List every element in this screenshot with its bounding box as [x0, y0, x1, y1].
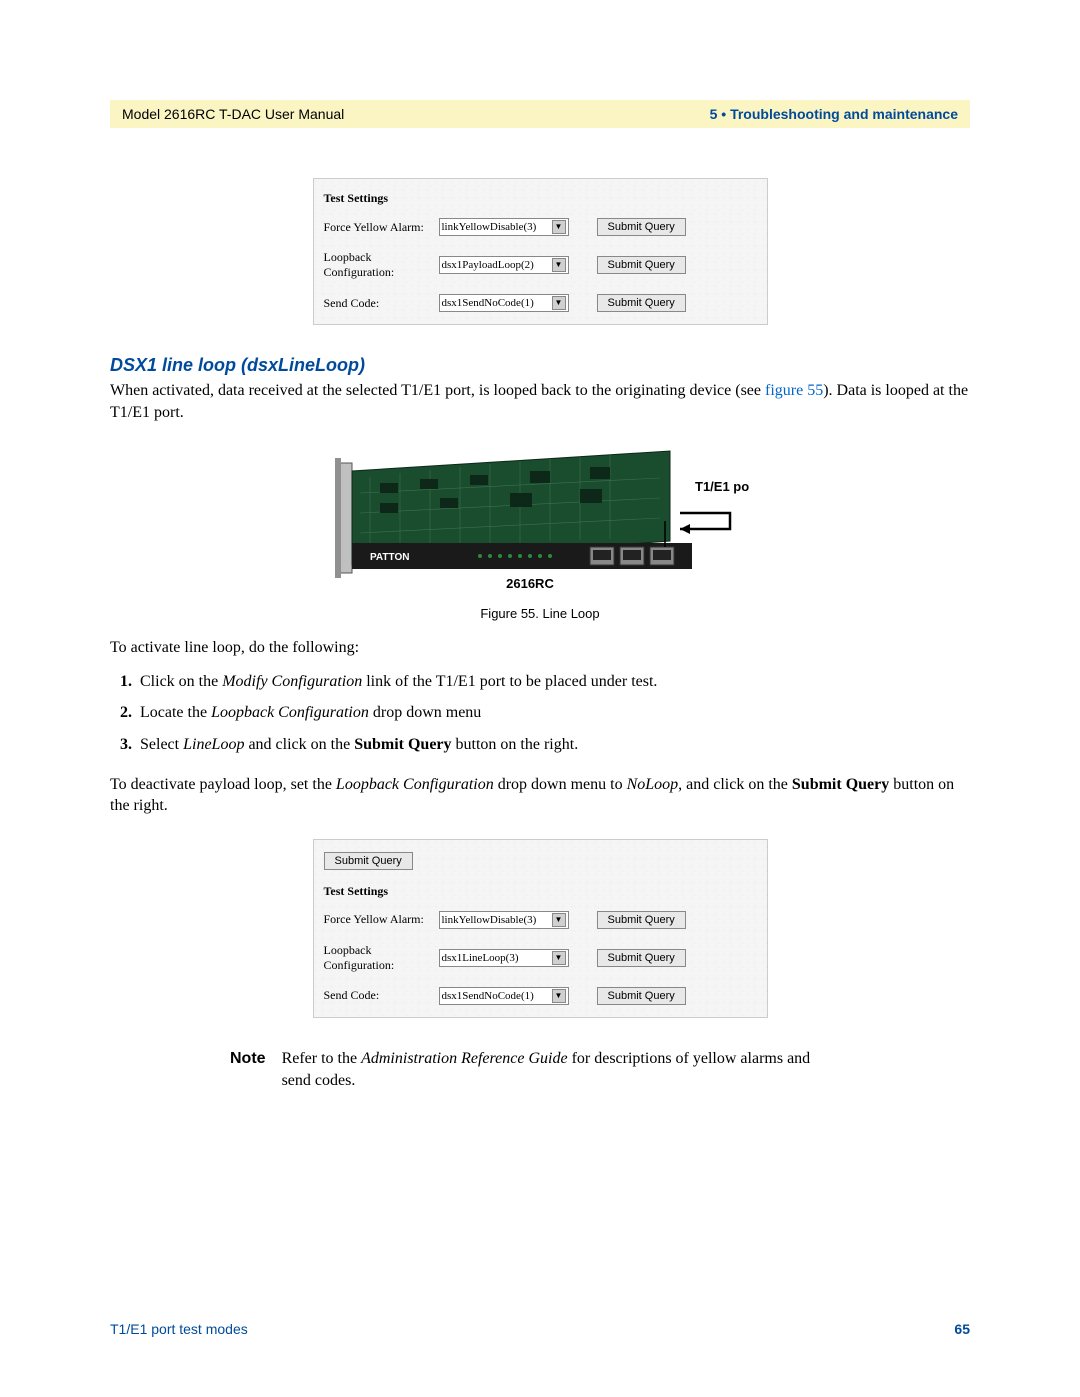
note-block: Note Refer to the Administration Referen… — [230, 1048, 970, 1093]
test-settings-panel-2: Submit Query Test Settings Force Yellow … — [313, 839, 768, 1018]
intro-paragraph: When activated, data received at the sel… — [110, 380, 970, 423]
submit-query-button[interactable]: Submit Query — [597, 949, 686, 967]
chevron-down-icon: ▼ — [552, 296, 566, 310]
activate-intro: To activate line loop, do the following: — [110, 637, 970, 659]
submit-query-button[interactable]: Submit Query — [324, 852, 413, 870]
row-label: Force Yellow Alarm: — [324, 912, 439, 927]
submit-query-button[interactable]: Submit Query — [597, 987, 686, 1005]
footer-right: 65 — [954, 1321, 970, 1337]
submit-query-button[interactable]: Submit Query — [597, 218, 686, 236]
panel1-row-0: Force Yellow Alarm: linkYellowDisable(3)… — [324, 218, 757, 236]
submit-query-button[interactable]: Submit Query — [597, 911, 686, 929]
row-label: Force Yellow Alarm: — [324, 220, 439, 235]
step-1: Click on the Modify Configuration link o… — [136, 669, 970, 695]
step-2: Locate the Loopback Configuration drop d… — [136, 700, 970, 726]
send-code-select[interactable]: dsx1SendNoCode(1) ▼ — [439, 987, 569, 1005]
chevron-down-icon: ▼ — [552, 989, 566, 1003]
svg-text:PATTON: PATTON — [370, 552, 409, 563]
header-right: 5 • Troubleshooting and maintenance — [710, 106, 958, 122]
force-yellow-alarm-select[interactable]: linkYellowDisable(3) ▼ — [439, 218, 569, 236]
panel2-row-0: Force Yellow Alarm: linkYellowDisable(3)… — [324, 911, 757, 929]
deactivate-paragraph: To deactivate payload loop, set the Loop… — [110, 774, 970, 817]
panel2-title: Test Settings — [324, 884, 757, 899]
figure-55: PATTON 2616RC T1/E1 port Figure 55. Line… — [110, 443, 970, 621]
section-heading: DSX1 line loop (dsxLineLoop) — [110, 355, 970, 376]
test-settings-panel-1: Test Settings Force Yellow Alarm: linkYe… — [313, 178, 768, 325]
panel2-row-1: Loopback Configuration: dsx1LineLoop(3) … — [324, 943, 757, 973]
chevron-down-icon: ▼ — [552, 951, 566, 965]
footer-left: T1/E1 port test modes — [110, 1321, 248, 1337]
note-text: Refer to the Administration Reference Gu… — [282, 1048, 842, 1093]
submit-query-button[interactable]: Submit Query — [597, 256, 686, 274]
send-code-select[interactable]: dsx1SendNoCode(1) ▼ — [439, 294, 569, 312]
svg-text:2616RC: 2616RC — [506, 576, 554, 591]
page-footer: T1/E1 port test modes 65 — [110, 1321, 970, 1337]
row-label: Loopback Configuration: — [324, 250, 439, 280]
header-left: Model 2616RC T-DAC User Manual — [122, 106, 344, 122]
panel1-row-1: Loopback Configuration: dsx1PayloadLoop(… — [324, 250, 757, 280]
panel1-title: Test Settings — [324, 191, 757, 206]
panel2-row-2: Send Code: dsx1SendNoCode(1) ▼ Submit Qu… — [324, 987, 757, 1005]
loopback-config-select[interactable]: dsx1PayloadLoop(2) ▼ — [439, 256, 569, 274]
chevron-down-icon: ▼ — [552, 258, 566, 272]
figure-link[interactable]: figure 55 — [765, 382, 823, 399]
chevron-down-icon: ▼ — [552, 913, 566, 927]
loopback-config-select[interactable]: dsx1LineLoop(3) ▼ — [439, 949, 569, 967]
submit-query-button[interactable]: Submit Query — [597, 294, 686, 312]
note-label: Note — [230, 1048, 266, 1093]
force-yellow-alarm-select[interactable]: linkYellowDisable(3) ▼ — [439, 911, 569, 929]
board-illustration: PATTON 2616RC T1/E1 port — [330, 443, 750, 593]
activation-steps: Click on the Modify Configuration link o… — [136, 669, 970, 758]
row-label: Loopback Configuration: — [324, 943, 439, 973]
panel1-row-2: Send Code: dsx1SendNoCode(1) ▼ Submit Qu… — [324, 294, 757, 312]
page-header: Model 2616RC T-DAC User Manual 5 • Troub… — [110, 100, 970, 128]
row-label: Send Code: — [324, 988, 439, 1003]
figure-caption: Figure 55. Line Loop — [110, 606, 970, 621]
chevron-down-icon: ▼ — [552, 220, 566, 234]
row-label: Send Code: — [324, 296, 439, 311]
step-3: Select LineLoop and click on the Submit … — [136, 732, 970, 758]
svg-text:T1/E1 port: T1/E1 port — [695, 479, 750, 494]
